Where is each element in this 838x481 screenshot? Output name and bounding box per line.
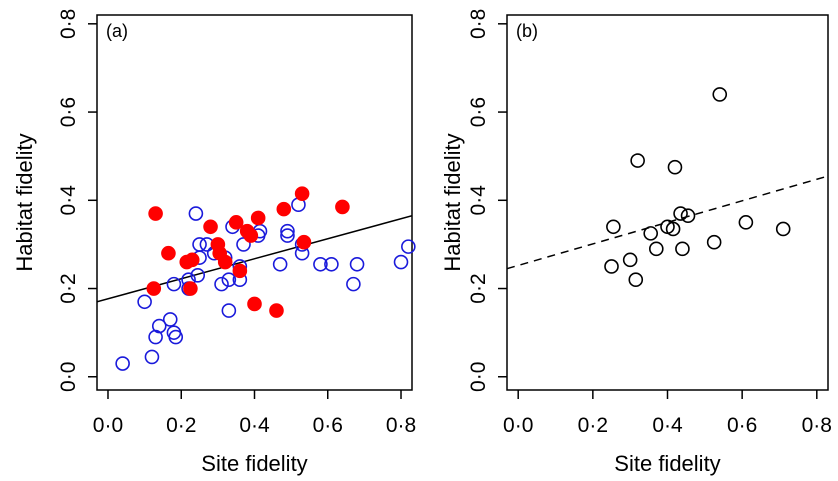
data-point-filled: [276, 201, 292, 217]
data-point-open: [346, 276, 361, 292]
x-tick-label: 0·6: [727, 414, 757, 437]
data-point-open: [738, 215, 754, 230]
data-point-open: [313, 256, 328, 272]
x-tick-label: 0·4: [239, 414, 270, 437]
data-point-filled: [217, 254, 233, 270]
data-point-open: [606, 219, 621, 235]
y-tick-label: 0·4: [467, 185, 490, 216]
x-axis-title: Site fidelity: [614, 451, 720, 476]
x-tick-label: 0·2: [578, 414, 608, 437]
data-point-open: [680, 208, 696, 224]
data-point-open: [151, 318, 167, 334]
panel-b: 0·0 0·2 0·4 0·6 0·8 0·0 0·2 0·4 0·6 0·8 Site fidel…: [440, 9, 832, 476]
y-tick-label: 0·0: [467, 362, 490, 392]
regression-line: [507, 175, 828, 270]
x-tick-label: 0·2: [166, 414, 196, 437]
data-point-open: [188, 206, 204, 221]
data-point-filled: [161, 245, 176, 261]
data-point-open: [115, 356, 130, 371]
y-tick-label: 0·6: [57, 97, 80, 127]
data-point-open: [280, 223, 295, 239]
data-point-open: [144, 349, 160, 365]
data-point-filled: [146, 281, 162, 296]
data-point-open: [604, 259, 619, 274]
x-tick-label: 0·8: [802, 414, 832, 437]
data-point-open: [324, 256, 339, 272]
data-point-open: [393, 254, 409, 270]
y-tick-label: 0·0: [57, 362, 80, 392]
y-tick-label: 0·2: [57, 273, 80, 303]
data-point-open: [673, 206, 688, 221]
x-tick-label: 0·4: [652, 414, 683, 437]
y-tick-label: 0·6: [467, 97, 490, 127]
data-point-open: [192, 237, 207, 252]
data-point-filled: [294, 186, 310, 201]
data-point-open: [628, 272, 644, 288]
data-point-open: [665, 221, 681, 237]
data-point-open: [649, 241, 664, 257]
data-point-open: [622, 252, 638, 268]
panel-a: 0·0 0·2 0·4 0·6 0·8 0·0 0·2 0·4 0·6 0·8 Site fidel…: [12, 9, 416, 476]
data-point-filled: [250, 210, 266, 226]
data-point-open: [221, 272, 237, 288]
panel-label: (b): [516, 21, 538, 41]
y-axis-title: Habitat fidelity: [440, 133, 465, 271]
data-point-open: [775, 221, 791, 237]
data-point-open: [712, 87, 728, 102]
data-point-open: [630, 153, 645, 168]
data-point-filled: [247, 296, 262, 312]
data-point-filled: [243, 228, 259, 243]
data-point-open: [168, 329, 184, 345]
data-point-open: [280, 228, 295, 243]
data-point-open: [643, 226, 659, 241]
data-point-filled: [232, 263, 248, 279]
data-point-open: [667, 159, 683, 175]
data-point-open: [190, 267, 206, 283]
data-point-filled: [296, 234, 312, 250]
data-point-open: [706, 234, 722, 250]
data-point-open: [401, 239, 416, 254]
y-tick-label: 0·2: [467, 273, 490, 303]
data-point-open: [272, 256, 288, 272]
panel-label: (a): [106, 21, 128, 41]
data-point-filled: [183, 281, 198, 296]
data-point-open: [675, 241, 690, 257]
data-point-filled: [203, 219, 218, 235]
data-point-filled: [335, 199, 350, 215]
x-tick-label: 0·8: [386, 414, 416, 437]
data-point-filled: [148, 206, 163, 221]
plot-frame: [96, 14, 413, 391]
data-point-open: [221, 303, 237, 318]
data-point-filled: [228, 215, 244, 230]
x-tick-label: 0·0: [503, 414, 533, 437]
data-point-open: [214, 276, 229, 292]
data-point-open: [166, 276, 182, 292]
data-point-open: [349, 256, 365, 272]
data-point-open: [236, 237, 251, 252]
data-point-open: [137, 294, 152, 310]
plot-frame: [506, 14, 829, 391]
x-axis-title: Site fidelity: [201, 451, 307, 476]
y-tick-label: 0·8: [57, 9, 80, 39]
x-tick-label: 0·6: [313, 414, 343, 437]
y-tick-label: 0·8: [467, 9, 490, 39]
x-tick-label: 0·0: [93, 414, 123, 437]
data-point-filled: [184, 252, 200, 268]
y-tick-label: 0·4: [57, 185, 80, 216]
data-point-filled: [269, 303, 284, 318]
y-axis-title: Habitat fidelity: [12, 133, 37, 271]
data-point-open: [162, 312, 178, 327]
